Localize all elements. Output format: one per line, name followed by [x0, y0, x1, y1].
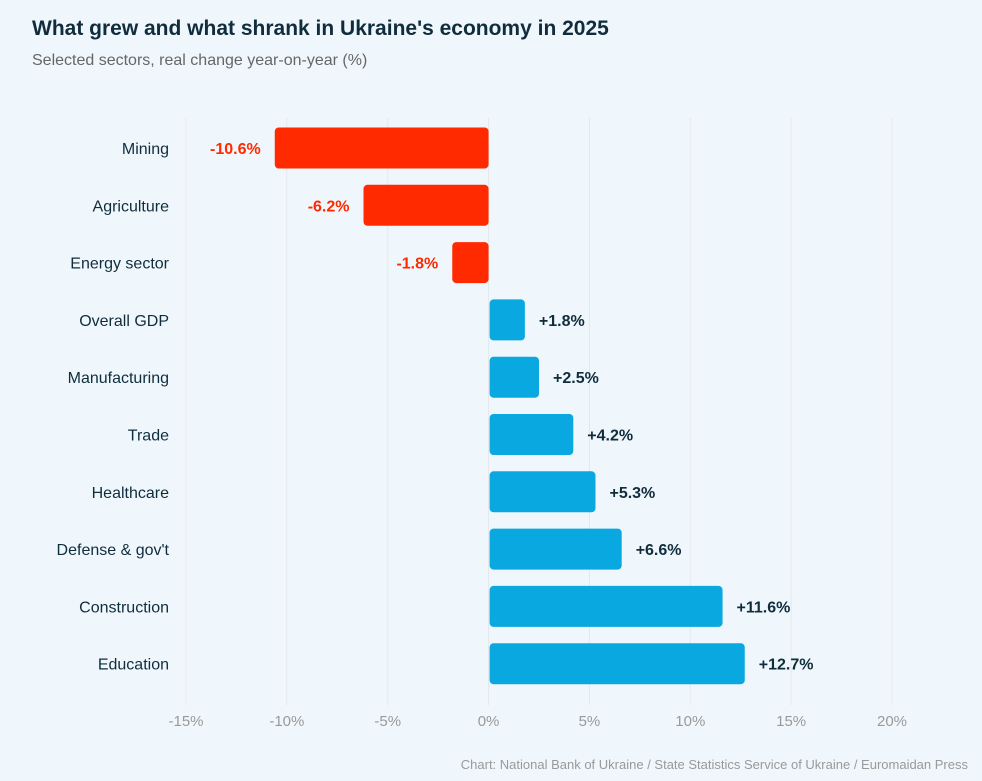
- data-label: +1.8%: [539, 313, 585, 330]
- category-label: Overall GDP: [79, 313, 169, 330]
- x-tick-label: 20%: [877, 713, 907, 730]
- x-tick-label: -15%: [168, 713, 203, 730]
- bar: [489, 356, 539, 398]
- bar: [274, 127, 489, 169]
- data-label: +5.3%: [609, 485, 655, 502]
- data-label: -10.6%: [210, 141, 261, 158]
- bar: [489, 414, 574, 455]
- bar: [363, 184, 489, 226]
- category-label: Trade: [128, 428, 169, 445]
- category-label: Education: [98, 657, 169, 674]
- data-label: +6.6%: [636, 542, 682, 559]
- chart-subtitle: Selected sectors, real change year-on-ye…: [32, 52, 368, 69]
- data-label: +11.6%: [737, 599, 791, 616]
- data-label: +12.7%: [759, 657, 814, 674]
- x-tick-label: 0%: [478, 713, 500, 730]
- data-label: +2.5%: [553, 370, 599, 387]
- category-label: Healthcare: [92, 485, 169, 502]
- bar: [489, 471, 596, 513]
- bar: [489, 585, 723, 627]
- category-label: Manufacturing: [68, 370, 169, 387]
- data-label: -6.2%: [308, 198, 350, 215]
- x-tick-label: -5%: [374, 713, 401, 730]
- category-label: Construction: [79, 599, 169, 616]
- bar: [452, 242, 489, 284]
- x-tick-label: 10%: [675, 713, 705, 730]
- category-label: Agriculture: [93, 198, 170, 215]
- data-label: +4.2%: [587, 428, 633, 445]
- bar: [489, 528, 622, 570]
- x-tick-label: 15%: [776, 713, 806, 730]
- x-tick-label: 5%: [579, 713, 601, 730]
- category-label: Energy sector: [70, 256, 169, 273]
- category-label: Mining: [122, 141, 169, 158]
- category-label: Defense & gov't: [57, 542, 170, 559]
- x-tick-label: -10%: [269, 713, 304, 730]
- data-label: -1.8%: [396, 256, 438, 273]
- chart-title: What grew and what shrank in Ukraine's e…: [32, 17, 609, 40]
- source-note: Chart: National Bank of Ukraine / State …: [460, 757, 968, 772]
- bar: [489, 643, 745, 685]
- bar: [489, 299, 525, 341]
